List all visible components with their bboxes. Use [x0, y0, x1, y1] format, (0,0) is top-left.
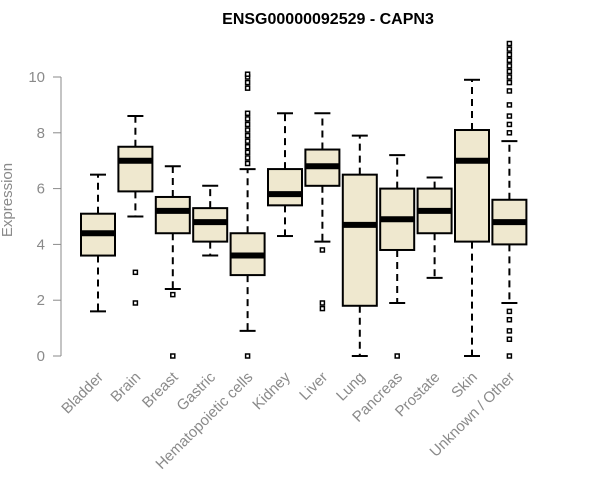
outlier-point	[244, 353, 251, 359]
outlier-point	[394, 353, 400, 359]
outlier-point	[506, 79, 513, 86]
outlier-point	[506, 74, 513, 80]
iqr-box	[267, 168, 303, 207]
outlier-point	[319, 300, 326, 306]
box-bladder	[80, 173, 116, 313]
outlier-point	[506, 102, 513, 108]
y-tick-label: 4	[37, 236, 45, 253]
box-prostate	[416, 176, 453, 279]
outlier-point	[132, 269, 139, 276]
category-label: Bladder	[58, 369, 107, 418]
outlier-point	[244, 110, 251, 117]
outlier-point	[506, 57, 513, 64]
outlier-point	[506, 46, 513, 52]
outlier-point	[506, 113, 513, 119]
outlier-point	[170, 353, 176, 359]
box-hematopoietic-cells	[229, 71, 266, 359]
outlier-point	[244, 71, 251, 77]
outlier-point	[244, 132, 251, 139]
iqr-box	[117, 145, 154, 193]
outlier-point	[244, 85, 251, 91]
outlier-point	[244, 127, 251, 133]
category-label: Skin	[448, 369, 481, 402]
outlier-point	[170, 291, 176, 298]
box-kidney	[267, 112, 303, 238]
outlier-point	[506, 40, 513, 47]
y-tick-label: 6	[37, 181, 45, 198]
category-label: Liver	[296, 369, 331, 404]
outlier-point	[319, 305, 326, 312]
y-axis: 0 2 4 6 8 10	[28, 69, 62, 365]
outlier-point	[506, 316, 513, 323]
outlier-point	[244, 155, 251, 161]
outlier-point	[244, 149, 251, 156]
outlier-point	[506, 353, 513, 359]
box-skin	[454, 78, 490, 357]
plot-area	[80, 40, 528, 359]
category-label: Kidney	[249, 368, 294, 413]
y-tick-label: 2	[37, 292, 45, 309]
outlier-point	[506, 51, 513, 58]
outlier-point	[244, 138, 251, 144]
iqr-box	[341, 173, 378, 307]
box-pancreas	[379, 154, 416, 359]
iqr-box	[454, 129, 490, 243]
box-gastric	[192, 184, 229, 257]
outlier-point	[506, 68, 513, 75]
y-tick-label: 0	[37, 348, 45, 365]
box-brain	[117, 115, 154, 306]
box-lung	[341, 134, 378, 357]
outlier-point	[244, 160, 251, 167]
outlier-point	[506, 88, 513, 94]
iqr-box	[154, 195, 191, 235]
outlier-point	[506, 63, 513, 69]
outlier-point	[132, 300, 139, 306]
outlier-point	[244, 79, 251, 86]
y-axis-label: Expression	[0, 163, 16, 237]
box-breast	[154, 165, 191, 359]
outlier-point	[244, 116, 251, 122]
outlier-point	[506, 336, 513, 343]
box-unknown-other	[491, 40, 528, 359]
y-tick-label: 8	[37, 125, 45, 142]
outlier-point	[506, 130, 513, 136]
outlier-point	[506, 121, 513, 128]
y-tick-label: 10	[28, 69, 45, 86]
outlier-point	[244, 144, 251, 150]
chart-title: ENSG00000092529 - CAPN3	[222, 11, 434, 28]
box-liver	[304, 112, 341, 312]
outlier-point	[244, 121, 251, 128]
outlier-point	[506, 328, 513, 334]
outlier-point	[319, 247, 326, 253]
outlier-point	[506, 308, 513, 315]
